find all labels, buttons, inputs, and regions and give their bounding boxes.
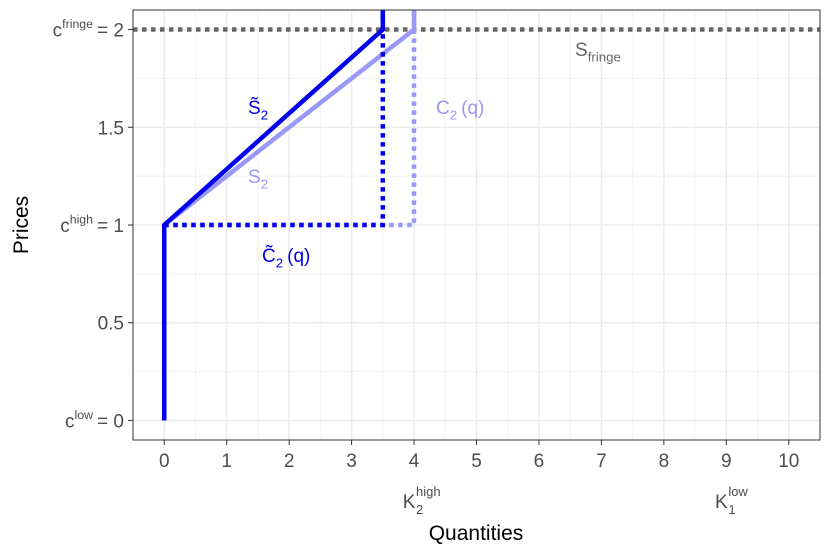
y-tick-label-sup: low <box>75 408 94 422</box>
x-tick-label: 7 <box>596 451 607 472</box>
y-tick-label-main: 0.5 <box>98 314 124 335</box>
x-tick-label: 0 <box>159 451 170 472</box>
series-label-sub: 2 <box>261 177 268 192</box>
y-tick-label-sup: high <box>70 212 93 226</box>
y-tick-label-end: = 2 <box>97 21 124 42</box>
series-label-main: S <box>248 167 261 188</box>
x-axis-title: Quantities <box>429 522 524 545</box>
y-tick-label: 0.5 <box>98 314 124 335</box>
x-tick-label: 9 <box>721 451 732 472</box>
series-label-sub: 2 <box>261 108 268 123</box>
series-label-main: S̃ <box>248 97 261 119</box>
x-tick-label: 1 <box>221 451 232 472</box>
series-label-main: C̃ <box>262 245 276 267</box>
x-tick-label: 10 <box>778 451 799 472</box>
x-annotation-sub: 2 <box>416 502 423 517</box>
series-label-sub: 2 <box>276 256 283 271</box>
series-label-end: (q) <box>461 98 484 119</box>
y-tick-label-main: c <box>53 21 63 42</box>
series-label: S̃2 <box>248 97 268 123</box>
y-tick-label: clow = 0 <box>65 408 124 433</box>
x-tick-label: 5 <box>471 451 482 472</box>
y-tick-label-end: = 1 <box>97 216 124 237</box>
y-axis-title: Prices <box>10 196 33 254</box>
grid <box>133 10 820 440</box>
series-label-end: (q) <box>287 246 310 267</box>
y-tick-label: cfringe = 2 <box>53 17 124 42</box>
x-annotation-sub: 1 <box>728 502 735 517</box>
series-line <box>164 10 386 228</box>
series-label: C̃2 (q) <box>262 245 310 271</box>
y-tick-label-main: c <box>60 216 70 237</box>
series-label: S2 <box>248 167 268 192</box>
x-annotation-label: K <box>403 492 416 513</box>
x-tick-label: 3 <box>346 451 357 472</box>
x-tick-label: 8 <box>659 451 670 472</box>
series-label-sub: 2 <box>450 108 457 123</box>
y-tick-label-main: c <box>65 411 75 432</box>
x-tick-label: 6 <box>534 451 545 472</box>
x-tick-label: 2 <box>284 451 295 472</box>
y-tick-label-sup: fringe <box>62 17 93 31</box>
y-tick-label: 1.5 <box>98 118 124 139</box>
series-label: C2 (q) <box>436 98 484 123</box>
series-label-main: C <box>436 98 450 119</box>
x-annotation-sup: high <box>416 484 441 499</box>
y-tick-label-end: = 0 <box>97 411 124 432</box>
x-tick-label: 4 <box>409 451 420 472</box>
y-tick-label: chigh = 1 <box>60 212 124 237</box>
y-tick-label-main: 1.5 <box>98 118 124 139</box>
x-annotation-label: K <box>715 492 728 513</box>
hline-label: Sfringe <box>575 40 621 65</box>
hline-label-main: S <box>575 40 588 61</box>
hline-label-sub: fringe <box>588 50 621 65</box>
x-annotation-sup: low <box>728 484 748 499</box>
